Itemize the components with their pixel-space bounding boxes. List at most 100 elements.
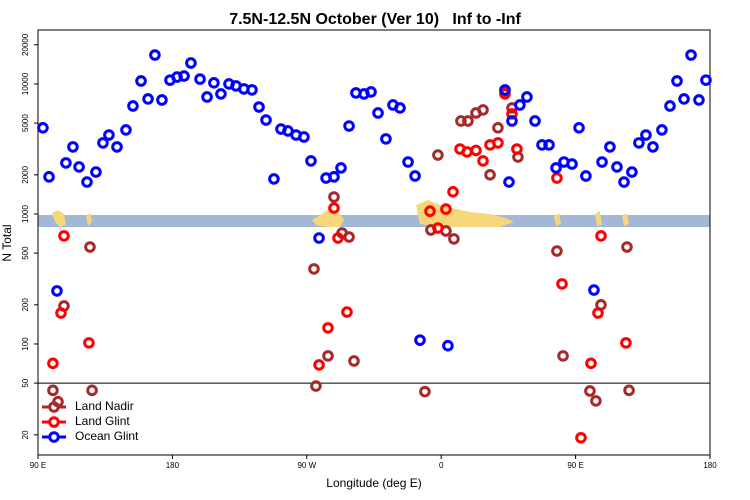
map-strip	[38, 200, 710, 227]
point	[47, 384, 59, 397]
point	[52, 395, 64, 408]
point	[626, 166, 638, 178]
point	[208, 77, 220, 89]
point	[647, 141, 659, 153]
point	[700, 74, 712, 86]
point	[328, 202, 340, 214]
point	[343, 120, 355, 132]
point	[111, 141, 123, 153]
point	[521, 91, 533, 103]
point	[618, 176, 630, 188]
point	[81, 176, 93, 188]
point	[573, 121, 585, 134]
point	[604, 141, 616, 153]
point	[402, 156, 414, 168]
point	[633, 137, 645, 149]
x-axis-label: Longitude (deg E)	[326, 476, 421, 490]
point	[664, 100, 676, 112]
point	[178, 70, 190, 82]
point	[424, 205, 436, 218]
point	[120, 124, 132, 136]
point	[611, 161, 623, 173]
point	[477, 104, 489, 116]
point	[332, 232, 344, 244]
point	[335, 162, 347, 174]
point	[455, 115, 467, 127]
point	[308, 263, 320, 275]
point	[447, 186, 459, 198]
point	[343, 231, 355, 243]
point	[67, 141, 79, 153]
point	[461, 146, 473, 158]
point	[596, 156, 608, 168]
point	[462, 115, 474, 127]
ocean-band	[38, 215, 710, 227]
x-tick-label: 90 E	[30, 461, 46, 470]
y-tick-label: 200	[21, 298, 30, 312]
point	[592, 307, 604, 319]
point	[372, 107, 384, 119]
point	[215, 88, 227, 100]
point	[97, 137, 109, 149]
point	[305, 155, 317, 167]
point	[543, 139, 555, 151]
point	[584, 385, 596, 397]
point	[328, 191, 340, 203]
y-tick-label: 500	[21, 246, 30, 260]
point	[499, 88, 511, 100]
point	[671, 75, 683, 87]
legend-label: Land Glint	[75, 414, 130, 428]
point	[514, 99, 526, 111]
chart-title: 7.5N-12.5N October (Ver 10) Inf to -Inf	[229, 11, 521, 28]
y-tick-label: 20	[21, 430, 30, 439]
point	[585, 357, 597, 370]
point	[623, 384, 635, 397]
point	[557, 350, 569, 362]
x-tick-label: 90 W	[297, 461, 316, 470]
point	[448, 233, 460, 245]
point	[127, 100, 139, 112]
legend-marker	[48, 431, 60, 443]
point	[656, 124, 668, 136]
point	[499, 84, 511, 96]
point	[580, 170, 592, 182]
x-tick-label: 180	[166, 461, 180, 470]
point	[58, 230, 70, 242]
point	[90, 166, 102, 178]
point	[414, 334, 426, 346]
point	[551, 245, 563, 257]
point	[685, 49, 697, 61]
point	[432, 149, 444, 161]
point	[621, 241, 633, 253]
point	[51, 285, 63, 297]
point	[149, 49, 161, 61]
point	[566, 158, 578, 170]
point	[328, 171, 340, 183]
point	[432, 222, 444, 234]
legend-label: Ocean Glint	[75, 429, 139, 443]
point	[365, 86, 377, 98]
y-tick-label: 100	[21, 337, 30, 351]
point	[47, 357, 59, 370]
point	[253, 101, 265, 113]
point	[503, 176, 515, 188]
point	[313, 232, 325, 244]
point	[550, 162, 562, 174]
point	[529, 115, 541, 127]
point	[588, 284, 600, 296]
point	[409, 170, 421, 182]
point	[640, 129, 652, 141]
point	[506, 115, 518, 127]
y-tick-label: 2000	[21, 165, 30, 183]
point	[536, 139, 548, 151]
point	[298, 131, 310, 143]
point	[419, 385, 431, 398]
point	[484, 169, 496, 181]
x-tick-label: 90 E	[567, 461, 583, 470]
point	[595, 230, 607, 242]
y-tick-label: 10000	[21, 72, 30, 95]
point	[84, 241, 96, 253]
point	[313, 359, 325, 371]
land-shapes	[52, 200, 629, 227]
point	[194, 73, 206, 85]
